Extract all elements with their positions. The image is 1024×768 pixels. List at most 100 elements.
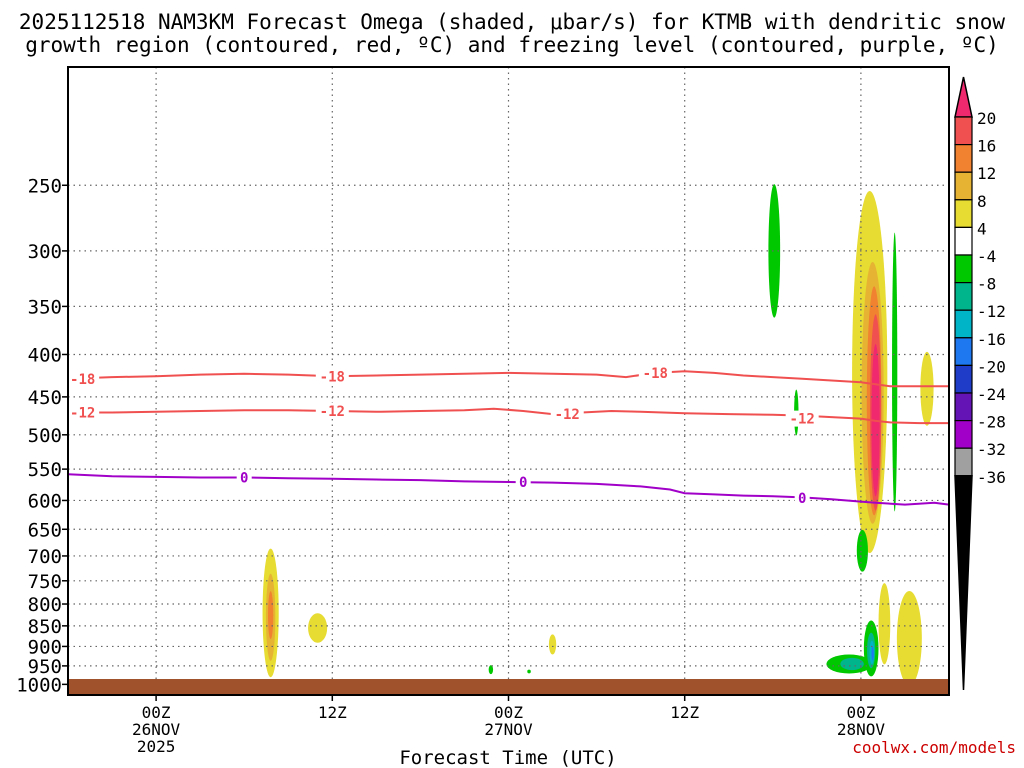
contour-label: -12 xyxy=(70,406,95,422)
contour-label: -12 xyxy=(320,404,345,420)
y-tick-label: 1000 xyxy=(16,674,62,696)
temperature-contours: -18 -18 -18 -12 -12 -12 -12 0 0 0 xyxy=(66,364,950,507)
y-tick-label: 900 xyxy=(28,636,62,658)
colorbar-label: -20 xyxy=(977,357,1006,376)
omega-shade--4 xyxy=(856,529,868,572)
colorbar-box xyxy=(954,226,973,256)
colorbar-box xyxy=(954,144,973,173)
omega-shade-4 xyxy=(548,634,557,655)
omega-shade-4 xyxy=(308,613,328,643)
colorbar-box xyxy=(954,199,973,229)
x-tick-label: 26NOV xyxy=(132,720,181,739)
colorbar-label: -36 xyxy=(977,468,1006,487)
omega-shade-4 xyxy=(896,591,922,686)
omega-shade--4 xyxy=(488,665,494,675)
contour-label: -18 xyxy=(70,372,95,388)
contour-label: -18 xyxy=(643,366,668,382)
x-tick-label: 27NOV xyxy=(484,720,533,739)
contour-label-bg xyxy=(794,490,810,507)
colorbar-top-arrow xyxy=(954,76,973,118)
contour-label-bg xyxy=(66,370,100,387)
contour-label-bg xyxy=(66,404,100,421)
colorbar-label: 12 xyxy=(977,164,996,183)
omega-shade--16 xyxy=(871,646,874,661)
y-tick-label: 550 xyxy=(28,459,62,481)
x-tick-label: 00Z xyxy=(846,703,875,722)
colorbar-label: 16 xyxy=(977,137,996,156)
colorbar: 20 16 12 8 4 -4 -8 -12 -16 -20 -24 -28 -32 -36 xyxy=(954,76,1006,691)
x-tick-label: 12Z xyxy=(318,703,347,722)
y-tick-label: 700 xyxy=(28,546,62,568)
colorbar-label: -16 xyxy=(977,330,1006,349)
y-tick-label: 400 xyxy=(28,344,62,366)
omega-shade-4 xyxy=(920,351,934,426)
colorbar-label: -8 xyxy=(977,275,996,294)
colorbar-label: -24 xyxy=(977,385,1006,404)
contour-label-bg xyxy=(315,368,349,385)
y-tick-label: 350 xyxy=(28,296,62,318)
contour-label-bg xyxy=(515,473,531,490)
contour-label-bg xyxy=(638,364,672,381)
colorbar-box xyxy=(954,116,973,146)
y-tick-label: 800 xyxy=(28,594,62,616)
x-tick-label: 2025 xyxy=(137,737,176,756)
omega-shade--8 xyxy=(840,657,864,671)
colorbar-box xyxy=(954,254,973,284)
contour-label-bg xyxy=(236,469,252,486)
y-tick-label: 750 xyxy=(28,571,62,593)
watermark: coolwx.com/models xyxy=(852,738,1016,757)
omega-shade-4 xyxy=(878,583,891,665)
contour-label-bg xyxy=(550,406,584,423)
y-tick-label: 250 xyxy=(28,175,62,197)
contour-label-bg xyxy=(315,403,349,420)
colorbar-box xyxy=(954,392,973,422)
omega-shade-12 xyxy=(267,591,274,640)
contour-label: 0 xyxy=(240,471,248,487)
gridlines xyxy=(68,67,949,695)
x-tick-label: 28NOV xyxy=(837,720,886,739)
colorbar-label: 4 xyxy=(977,219,987,238)
contour-label-bg xyxy=(785,410,819,427)
x-tick-label: 00Z xyxy=(494,703,523,722)
omega-shading xyxy=(262,184,934,686)
contour-label: -12 xyxy=(790,412,815,428)
colorbar-label: 20 xyxy=(977,109,996,128)
x-tick-label: 00Z xyxy=(142,703,171,722)
colorbar-box xyxy=(954,420,973,449)
y-tick-label: 950 xyxy=(28,656,62,678)
colorbar-label: -28 xyxy=(977,413,1006,432)
colorbar-bottom-arrow xyxy=(954,475,973,691)
contour-label: 0 xyxy=(798,491,806,507)
omega-shade--4 xyxy=(768,184,781,318)
contour-label: 0 xyxy=(519,475,527,491)
colorbar-box xyxy=(954,282,973,311)
chart-title-line-2: growth region (contoured, red, ºC) and f… xyxy=(25,33,999,57)
colorbar-label: -12 xyxy=(977,302,1006,321)
colorbar-box xyxy=(954,337,973,366)
colorbar-label: 8 xyxy=(977,192,987,211)
x-axis-label: Forecast Time (UTC) xyxy=(399,747,616,768)
y-tick-label: 300 xyxy=(28,241,62,263)
chart-title-line-1: 2025112518 NAM3KM Forecast Omega (shaded… xyxy=(19,10,1006,34)
contour-label: -12 xyxy=(555,407,580,423)
y-tick-label: 850 xyxy=(28,616,62,638)
y-tick-label: 600 xyxy=(28,490,62,512)
colorbar-box xyxy=(954,309,973,339)
omega-shade--4 xyxy=(892,232,898,512)
colorbar-label: -4 xyxy=(977,247,996,266)
omega-shade--4 xyxy=(527,669,531,674)
y-axis: 2503003504004505005506006507007508008509… xyxy=(16,175,68,696)
terrain-below-ground xyxy=(68,679,949,695)
x-tick-label: 12Z xyxy=(670,703,699,722)
colorbar-label: -32 xyxy=(977,440,1006,459)
contour-label: -18 xyxy=(320,369,345,385)
colorbar-box xyxy=(954,447,973,477)
y-tick-label: 450 xyxy=(28,387,62,409)
colorbar-box xyxy=(954,171,973,201)
colorbar-box xyxy=(954,364,973,394)
y-tick-label: 650 xyxy=(28,519,62,541)
contour-line--18 xyxy=(67,370,949,388)
y-tick-label: 500 xyxy=(28,425,62,447)
